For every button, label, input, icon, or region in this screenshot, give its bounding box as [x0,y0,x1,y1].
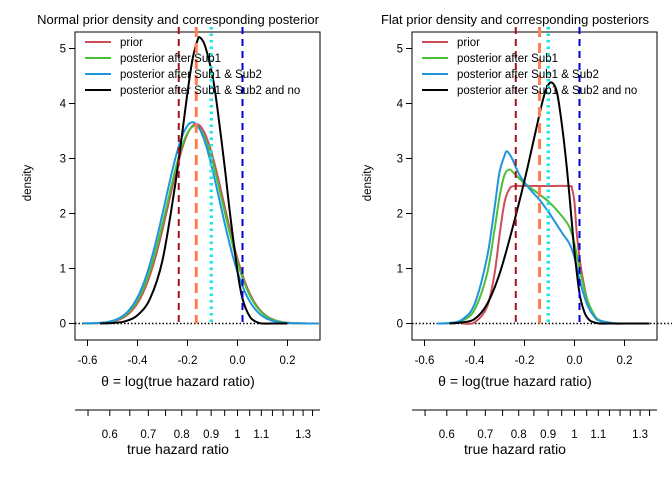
x2-tick-label: 1 [571,429,577,441]
x-tick-label: 0.0 [230,355,246,367]
series-line [82,124,319,325]
x2-axis-label: true hazard ratio [464,441,566,457]
series-group [412,27,672,325]
x-tick-label: 0.0 [567,355,583,367]
x2-tick-label: 0.7 [477,429,493,441]
chart-title: Flat prior density and corresponding pos… [381,12,650,27]
x-axis-label: θ = log(true hazard ratio) [438,373,592,389]
legend-label: posterior after Sub1 & Sub2 and no [457,85,637,97]
y-tick-label: 0 [397,319,403,331]
legend: prior posterior after Sub1 posterior after… [422,37,637,97]
series-line [82,121,319,325]
legend: prior posterior after Sub1 posterior after… [85,37,300,97]
x-tick-label: 0.2 [280,355,296,367]
y-tick-label: 1 [60,264,66,276]
y-tick-label: 2 [60,209,66,221]
legend-label: posterior after Sub1 [120,53,221,65]
plot-area: 0 1 2 3 4 5 -0.6 -0.4 -0.2 0.0 0.2 0.6 0.7 0.8 0.9 1 1.1… [397,27,672,441]
series-line [436,150,650,325]
series-line [99,35,288,325]
series-line [449,81,650,325]
series-line [82,123,319,325]
x2-tick-label: 0.7 [140,429,156,441]
x2-tick-label: 1.1 [253,429,269,441]
x-tick-label: -0.4 [128,355,148,367]
legend-label: prior [457,37,480,49]
legend-label: prior [120,37,143,49]
panel-flat-prior: Flat prior density and corresponding pos… [362,12,672,457]
y-tick-label: 4 [60,99,67,111]
x2-tick-label: 0.8 [174,429,190,441]
y-tick-label: 3 [60,154,66,166]
y-tick-label: 5 [397,44,403,56]
legend-label: posterior after Sub1 & Sub2 [457,69,599,81]
x2-tick-label: 0.6 [102,429,118,441]
panel-normal-prior: Normal prior density and corresponding p… [22,12,321,457]
y-tick-label: 4 [397,99,404,111]
x2-tick-label: 1.1 [590,429,606,441]
x-tick-label: 0.2 [617,355,633,367]
series-group [75,27,320,325]
y-tick-label: 0 [60,319,66,331]
chart-title: Normal prior density and corresponding p… [37,12,319,27]
x-tick-label: -0.6 [78,355,98,367]
x-axis-label: θ = log(true hazard ratio) [101,373,255,389]
plot-area: 0 1 2 3 4 5 -0.6 -0.4 -0.2 0.0 0.2 0.6 0.7 0.8 0.9 1 1.1… [60,27,321,441]
x-tick-label: -0.6 [415,355,435,367]
x-tick-label: -0.2 [178,355,198,367]
x2-tick-label: 1.3 [295,429,311,441]
y-axis-label: density [22,165,34,202]
x-tick-label: -0.4 [465,355,485,367]
x2-tick-label: 0.9 [540,429,556,441]
legend-label: posterior after Sub1 [457,53,558,65]
y-tick-label: 5 [60,44,66,56]
y-tick-label: 1 [397,264,403,276]
x2-tick-label: 1.3 [632,429,648,441]
y-tick-label: 3 [397,154,403,166]
series-line [436,168,650,325]
legend-label: posterior after Sub1 & Sub2 and no [120,85,300,97]
x2-tick-label: 0.8 [511,429,527,441]
plot-frame [411,31,658,341]
x2-tick-label: 0.6 [439,429,455,441]
y-tick-label: 2 [397,209,403,221]
y-axis-label: density [362,165,374,202]
x2-axis-label: true hazard ratio [127,441,229,457]
series-line [461,184,625,325]
legend-label: posterior after Sub1 & Sub2 [120,69,262,81]
x2-tick-label: 1 [234,429,240,441]
x-tick-label: -0.2 [515,355,535,367]
x2-tick-label: 0.9 [203,429,219,441]
